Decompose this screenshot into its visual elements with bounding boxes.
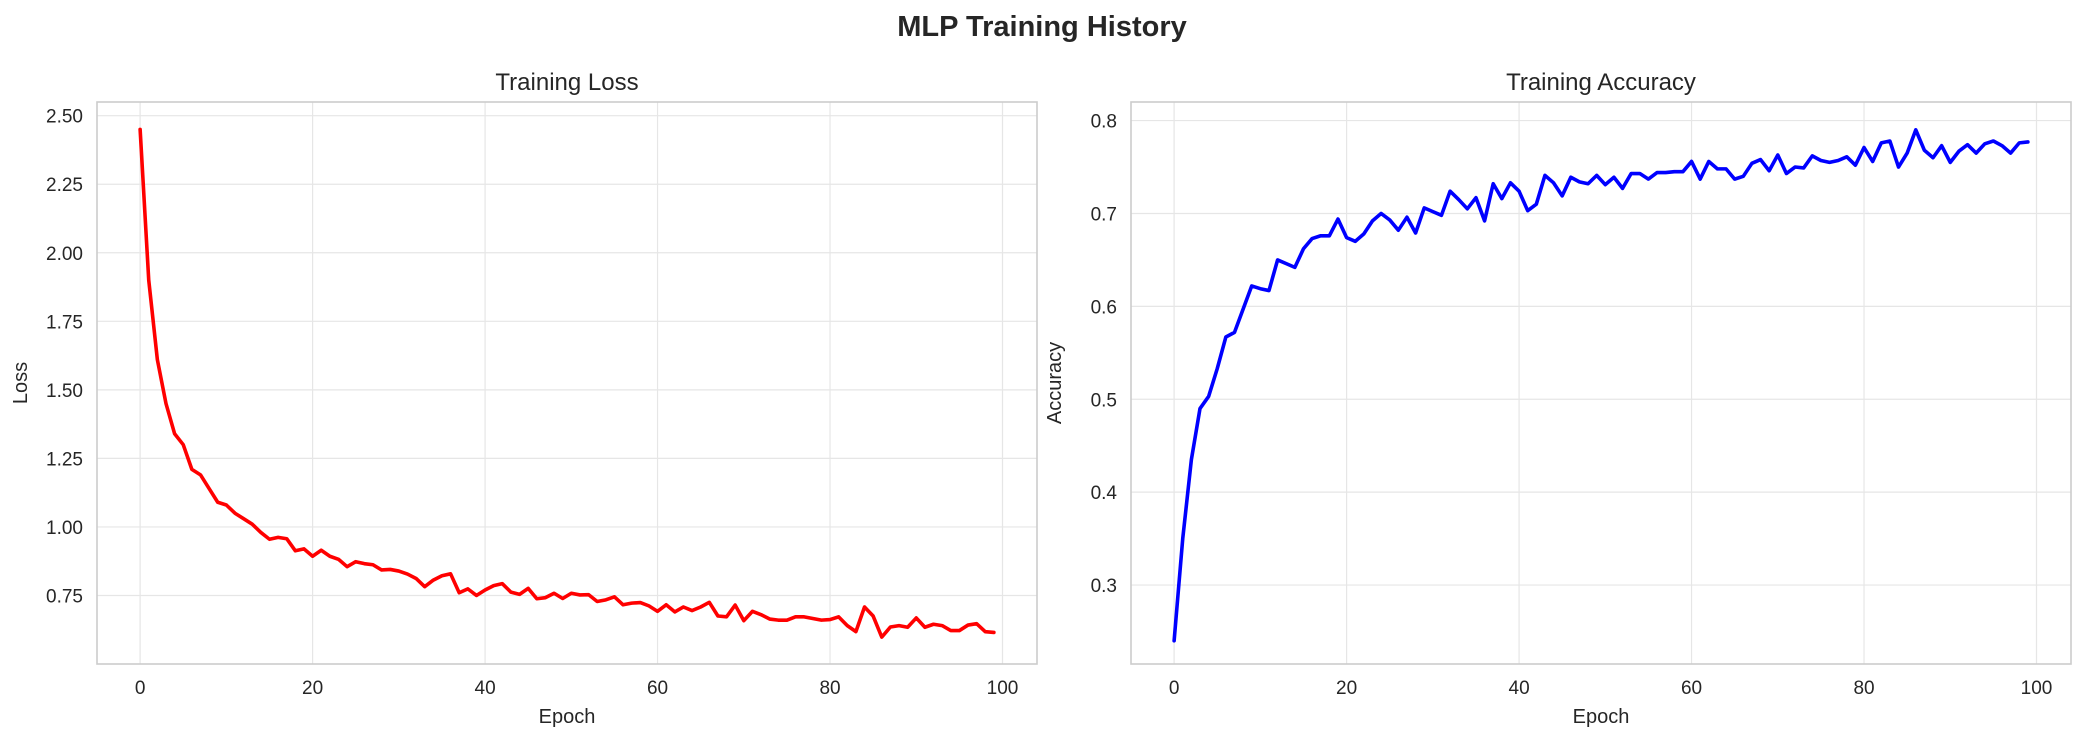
accuracy-y-tick-label: 0.3 (1091, 576, 1117, 597)
accuracy-x-tick-label: 60 (1681, 678, 1702, 699)
loss-y-tick-label: 2.50 (46, 107, 83, 128)
accuracy-ticks: 0 20 40 60 80 100 0.3 0.4 0.5 0.6 0.7 0.8 (1091, 112, 2053, 699)
loss-x-tick-label: 60 (647, 678, 668, 699)
loss-x-tick-label: 100 (987, 678, 1019, 699)
loss-x-tick-label: 40 (475, 678, 496, 699)
accuracy-x-tick-label: 20 (1336, 678, 1357, 699)
loss-y-tick-label: 1.50 (46, 381, 83, 402)
loss-y-tick-label: 0.75 (46, 586, 83, 607)
loss-y-tick-label: 2.25 (46, 175, 83, 196)
accuracy-y-axis-label: Accuracy (1044, 342, 1066, 424)
accuracy-y-tick-label: 0.6 (1091, 297, 1117, 318)
loss-x-axis-label: Epoch (539, 706, 596, 728)
loss-y-axis-label: Loss (10, 362, 32, 404)
loss-x-tick-label: 0 (135, 678, 146, 699)
loss-y-tick-label: 2.00 (46, 244, 83, 265)
loss-y-tick-label: 1.00 (46, 518, 83, 539)
accuracy-axes-frame (1130, 101, 2072, 665)
loss-y-tick-label: 1.75 (46, 312, 83, 333)
accuracy-x-axis-label: Epoch (1573, 706, 1630, 728)
loss-chart-title: Training Loss (495, 69, 638, 96)
accuracy-x-tick-label: 80 (1853, 678, 1874, 699)
loss-axes-frame (96, 101, 1038, 665)
loss-series-line (138, 127, 996, 639)
loss-x-tick-label: 80 (819, 678, 840, 699)
loss-ticks: 0 20 40 60 80 100 0.75 1.00 1.25 1.50 1.75 2.00 2.25… (46, 107, 1018, 699)
accuracy-y-tick-label: 0.5 (1091, 390, 1117, 411)
accuracy-chart-title: Training Accuracy (1506, 69, 1696, 96)
figure-suptitle: MLP Training History (897, 11, 1187, 43)
accuracy-chart: 0 20 40 60 80 100 0.3 0.4 0.5 0.6 0.7 0.8 Training … (1044, 69, 2072, 728)
accuracy-series-line (1172, 128, 2030, 643)
accuracy-x-tick-label: 40 (1509, 678, 1530, 699)
loss-grid (97, 102, 1037, 664)
accuracy-y-tick-label: 0.8 (1091, 112, 1117, 133)
accuracy-grid (1131, 102, 2071, 664)
accuracy-y-tick-label: 0.4 (1091, 483, 1118, 504)
loss-chart: 0 20 40 60 80 100 0.75 1.00 1.25 1.50 1.75 2.00 2.25… (10, 69, 1038, 728)
accuracy-x-tick-label: 0 (1169, 678, 1180, 699)
accuracy-y-tick-label: 0.7 (1091, 204, 1117, 225)
loss-x-tick-label: 20 (302, 678, 323, 699)
accuracy-x-tick-label: 100 (2021, 678, 2053, 699)
loss-y-tick-label: 1.25 (46, 449, 83, 470)
